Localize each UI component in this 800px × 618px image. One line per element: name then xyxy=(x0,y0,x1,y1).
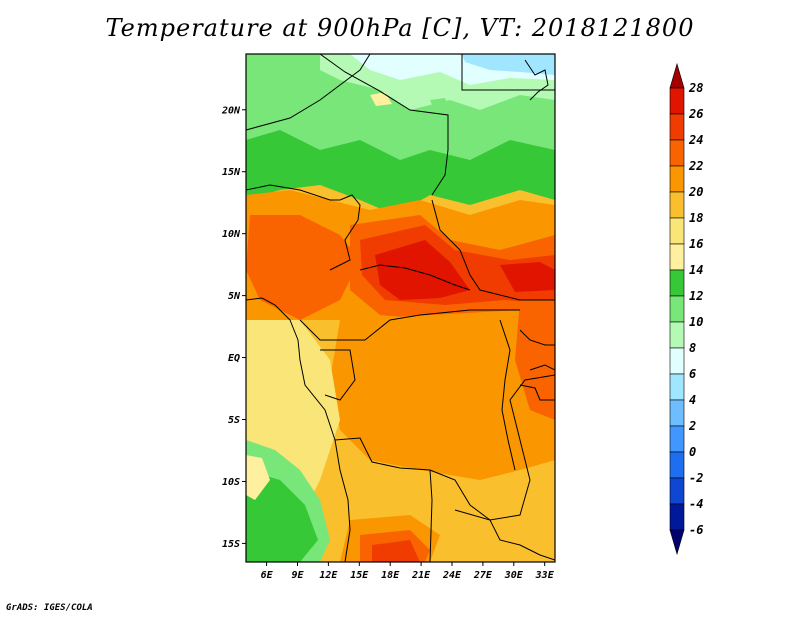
colorbar-swatch xyxy=(669,347,685,375)
lat-tick-label: 10S xyxy=(222,477,240,488)
lon-tick-label: 33E xyxy=(535,570,555,581)
colorbar-swatch xyxy=(669,477,685,505)
colorbar-swatch xyxy=(669,373,685,401)
lon-tick-label: 6E xyxy=(261,570,274,581)
colorbar-swatch xyxy=(669,503,685,531)
lon-tick-label: 30E xyxy=(504,570,524,581)
colorbar-label: 26 xyxy=(688,107,703,121)
lon-tick-label: 9E xyxy=(291,570,304,581)
lat-tick-label: 15N xyxy=(222,167,241,178)
colorbar-swatch xyxy=(669,191,685,219)
lon-tick-label: 21E xyxy=(411,570,431,581)
colorbar-label: -6 xyxy=(689,523,703,537)
colorbar-swatch xyxy=(669,165,685,193)
latitude-axis: 20N 15N 10N 5N EQ 5S 10S 15S xyxy=(221,105,246,550)
colorbar-label: 10 xyxy=(689,315,703,329)
lon-tick-label: 15E xyxy=(350,570,369,581)
lat-tick-label: 20N xyxy=(221,105,241,116)
colorbar-swatch xyxy=(669,113,685,141)
chart-title: Temperature at 900hPa [C], VT: 201812180… xyxy=(105,14,695,42)
colorbar-label: -2 xyxy=(689,471,703,485)
lat-tick-label: 15S xyxy=(222,539,240,550)
colorbar-label: 4 xyxy=(689,393,696,407)
lon-tick-label: 27E xyxy=(473,570,493,581)
colorbar-swatch xyxy=(669,139,685,167)
longitude-axis: 6E 9E 12E 15E 18E 21E 24E 27E 30E 33E xyxy=(261,562,555,581)
colorbar-swatch xyxy=(669,62,685,89)
colorbar-label: 12 xyxy=(689,289,703,303)
lon-tick-label: 12E xyxy=(319,570,338,581)
colorbar-swatch xyxy=(669,399,685,427)
colorbar-label: 24 xyxy=(688,133,703,147)
colorbar-swatch xyxy=(669,295,685,323)
colorbar-label: 8 xyxy=(689,341,696,355)
lat-tick-label: EQ xyxy=(228,353,240,364)
colorbar-label: -4 xyxy=(689,497,703,511)
temperature-field xyxy=(246,54,555,562)
colorbar-label: 18 xyxy=(689,211,703,225)
colorbar-label: 20 xyxy=(688,185,703,199)
colorbar-label: 16 xyxy=(689,237,703,251)
map-frame xyxy=(245,53,556,563)
colorbar-swatch xyxy=(669,451,685,479)
colorbar-swatch xyxy=(669,87,685,115)
colorbar-label: 28 xyxy=(688,81,703,95)
lat-tick-label: 10N xyxy=(222,229,241,240)
colorbar-label: 22 xyxy=(688,159,703,173)
country-borders xyxy=(246,54,555,562)
footer-credit: GrADS: IGES/COLA xyxy=(6,603,93,613)
colorbar-swatch xyxy=(669,321,685,349)
colorbar-swatch xyxy=(669,217,685,245)
lat-tick-label: 5N xyxy=(228,291,241,302)
colorbar-label: 2 xyxy=(688,419,696,433)
lat-tick-label: 5S xyxy=(228,415,240,426)
lon-tick-label: 18E xyxy=(381,570,400,581)
lon-tick-label: 24E xyxy=(442,570,462,581)
colorbar-label: 0 xyxy=(689,445,696,459)
colorbar-swatch xyxy=(669,269,685,297)
colorbar-swatch xyxy=(669,425,685,453)
colorbar-swatch xyxy=(669,243,685,271)
colorbar-label: 14 xyxy=(689,263,703,277)
colorbar-label: 6 xyxy=(689,367,696,381)
colorbar-swatch xyxy=(669,529,685,556)
